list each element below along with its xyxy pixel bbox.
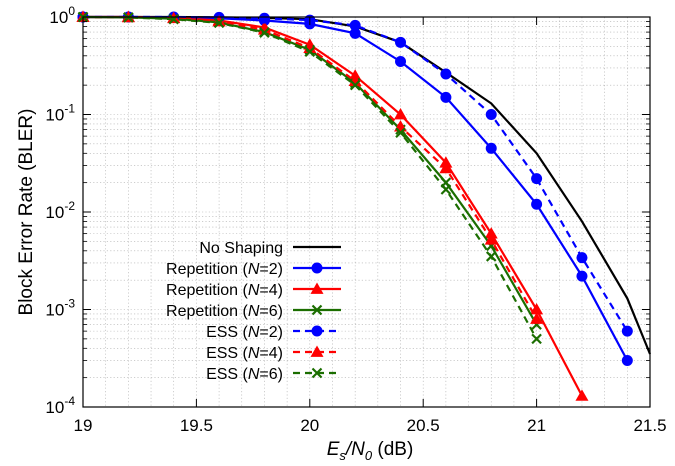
legend-marker [311, 325, 323, 337]
data-point [485, 142, 497, 154]
data-point [258, 12, 270, 24]
data-point [575, 389, 589, 401]
data-point [485, 109, 497, 120]
data-point [394, 108, 408, 120]
legend-label: Repetition (N=6) [166, 303, 283, 320]
data-point [440, 68, 452, 80]
data-point [621, 354, 633, 366]
legend-item: ESS (N=2) [206, 324, 341, 341]
data-point [395, 127, 406, 139]
x-axis-label-slash: / [344, 439, 353, 460]
y-tick-label: 100 [49, 4, 75, 27]
y-tick-label: 10-1 [45, 102, 75, 125]
legend-item: ESS (N=6) [206, 366, 341, 383]
legend: No Shaping Repetition (N=2) Repetition (N=… [166, 240, 341, 383]
x-tick-label: 19 [74, 416, 93, 435]
x-tick-label: 20 [300, 416, 319, 435]
data-point [531, 198, 543, 210]
data-point [259, 27, 270, 38]
x-axis-label-n-sub: 0 [365, 448, 373, 463]
data-point [349, 79, 361, 91]
x-tick-label: 21 [527, 416, 546, 435]
axis-ticks: 19 19.5 20 20.5 21 21.5 100 10-1 10-2 10-3 10-4 [45, 4, 666, 435]
data-point [257, 23, 271, 35]
x-axis-label-n: N [351, 439, 365, 460]
x-tick-label: 21.5 [633, 416, 666, 435]
legend-label: Repetition (N=2) [166, 261, 283, 278]
legend-label: ESS (N=2) [206, 324, 283, 341]
legend-item: Repetition (N=2) [166, 261, 341, 278]
data-point [485, 251, 497, 262]
data-point [349, 27, 361, 39]
data-point [576, 270, 588, 282]
data-point [395, 55, 407, 67]
legend-item: Repetition (N=4) [166, 282, 341, 299]
legend-item: Repetition (N=6) [166, 303, 341, 320]
legend-marker [311, 367, 323, 379]
y-tick-label: 10-4 [45, 394, 75, 417]
data-point [531, 333, 542, 345]
data-point [304, 46, 316, 58]
x-axis-label-e-sub: s [339, 448, 346, 463]
series-6 [77, 11, 542, 345]
data-point [530, 312, 544, 324]
legend-item: ESS (N=4) [206, 345, 341, 362]
legend-marker [311, 304, 323, 316]
data-point [168, 13, 179, 25]
legend-marker [310, 345, 324, 357]
legend-marker [311, 262, 323, 274]
x-axis-label: Es/N0 (dB) [327, 439, 414, 463]
legend-label: No Shaping [199, 240, 283, 257]
y-tick-label: 10-2 [45, 199, 75, 222]
data-point [531, 173, 543, 185]
y-tick-label: 10-3 [45, 297, 75, 320]
data-point [576, 252, 588, 264]
data-point [439, 161, 453, 174]
data-point [349, 19, 361, 31]
legend-item: No Shaping [199, 240, 341, 257]
x-tick-label: 19.5 [180, 416, 213, 435]
legend-marker [310, 282, 324, 294]
x-axis-label-e: E [327, 439, 340, 460]
legend-label: Repetition (N=4) [166, 282, 283, 299]
data-point [440, 91, 452, 103]
legend-label: ESS (N=4) [206, 345, 283, 362]
x-axis-label-unit: (dB) [372, 439, 413, 460]
data-point [484, 233, 498, 245]
grid-lines [83, 17, 650, 407]
x-tick-label: 20.5 [407, 416, 440, 435]
data-point [440, 184, 452, 195]
data-point [395, 36, 407, 48]
y-axis-label: Block Error Rate (BLER) [16, 109, 37, 316]
data-point [621, 325, 633, 337]
data-point [213, 17, 225, 29]
legend-label: ESS (N=6) [206, 366, 283, 383]
